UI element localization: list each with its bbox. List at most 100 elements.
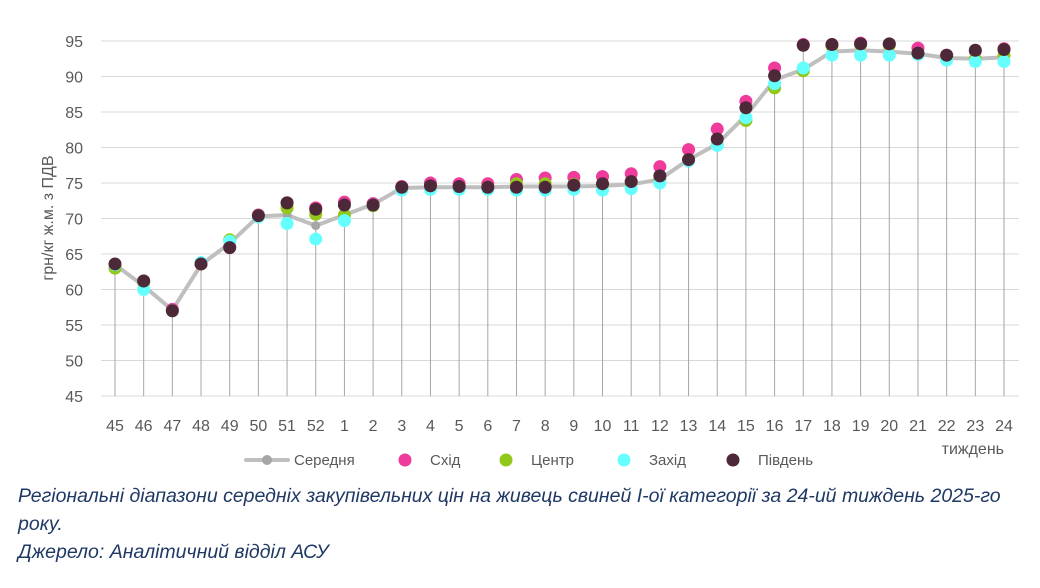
x-tick-label: 45 (106, 418, 124, 435)
y-tick-label: 45 (65, 389, 83, 406)
point-Захід (854, 48, 868, 62)
x-tick-label: 2 (369, 418, 378, 435)
series-line-average (110, 45, 1009, 315)
x-tick-label: 15 (737, 418, 755, 435)
x-tick-label: 49 (221, 418, 239, 435)
series-points (108, 36, 1011, 318)
legend-label: Південь (758, 452, 813, 469)
point-Південь (825, 38, 839, 52)
point-Південь (538, 180, 552, 194)
y-tick-label: 60 (65, 283, 83, 300)
x-tick-label: 7 (512, 418, 521, 435)
x-tick-label: 4 (426, 418, 435, 435)
point-Південь (395, 180, 409, 194)
x-tick-label: 13 (680, 418, 698, 435)
x-tick-label: 48 (192, 418, 210, 435)
point-Південь (481, 180, 495, 194)
x-tick-label: 46 (135, 418, 153, 435)
legend-label: Захід (649, 452, 686, 469)
x-tick-label: 1 (340, 418, 349, 435)
grid-lines (101, 40, 1019, 397)
x-tick-label: 52 (307, 418, 325, 435)
y-tick-label: 90 (65, 70, 83, 87)
x-tick-label: 12 (651, 418, 669, 435)
legend: Середня Схід Центр Захід Південь (244, 452, 813, 469)
caption-text: Регіональні діапазони середніх закупівел… (18, 485, 1001, 535)
x-axis-ticks: 45 46 47 48 49 50 51 52 1 2 3 4 5 6 7 8 9 10 11 12 13 14 15 16 1… (106, 418, 1013, 435)
y-tick-label: 70 (65, 212, 83, 229)
point-Південь (997, 43, 1011, 57)
point-Південь (854, 37, 868, 51)
legend-label: Середня (294, 452, 355, 469)
point-Південь (882, 37, 896, 51)
x-tick-label: 6 (483, 418, 492, 435)
x-tick-label: 16 (766, 418, 784, 435)
point-Південь (223, 241, 237, 255)
point-Схід (682, 143, 696, 157)
point-Південь (108, 257, 122, 271)
point-Південь (165, 304, 179, 318)
y-tick-label: 95 (65, 34, 83, 51)
legend-label: Центр (531, 452, 574, 469)
point-Південь (423, 179, 437, 193)
point-Південь (137, 274, 151, 288)
point-Захід (309, 232, 323, 246)
point-Південь (194, 257, 208, 271)
legend-swatch (726, 453, 740, 467)
point-Захід (997, 55, 1011, 69)
point-Південь (251, 209, 265, 223)
point-Захід (825, 48, 839, 62)
x-tick-label: 47 (163, 418, 181, 435)
legend-swatch (398, 453, 412, 467)
point-Південь (911, 46, 925, 60)
x-tick-label: 23 (966, 418, 984, 435)
point-Схід (653, 160, 667, 174)
average-point (311, 221, 321, 231)
point-Південь (968, 43, 982, 57)
figure-caption: Регіональні діапазони середніх закупівел… (18, 482, 1028, 566)
point-Південь (796, 38, 810, 52)
point-Південь (509, 180, 523, 194)
x-tick-label: 9 (569, 418, 578, 435)
x-tick-label: 50 (249, 418, 267, 435)
x-tick-label: 24 (995, 418, 1013, 435)
point-Захід (337, 214, 351, 228)
y-tick-label: 80 (65, 141, 83, 158)
point-Захід (739, 111, 753, 125)
point-Захід (796, 61, 810, 75)
x-tick-label: 19 (852, 418, 870, 435)
point-Південь (309, 202, 323, 216)
x-tick-label: 11 (623, 418, 640, 435)
x-tick-label: 18 (823, 418, 841, 435)
average-line (113, 48, 1006, 313)
point-Південь (940, 48, 954, 62)
point-Південь (653, 169, 667, 183)
x-tick-label: 8 (541, 418, 550, 435)
x-tick-label: 3 (397, 418, 406, 435)
x-tick-label: 22 (938, 418, 956, 435)
y-tick-label: 65 (65, 247, 83, 264)
drop-lines (114, 43, 1005, 396)
x-tick-label: 21 (909, 418, 927, 435)
point-Південь (567, 178, 581, 192)
y-axis-label: грн/кг ж.м. з ПДВ (40, 155, 57, 280)
point-Захід (882, 48, 896, 62)
point-Південь (739, 101, 753, 115)
y-tick-label: 75 (65, 176, 83, 193)
point-Південь (280, 196, 294, 210)
legend-swatch-dot (262, 455, 272, 465)
point-Захід (280, 216, 294, 230)
y-tick-label: 50 (65, 354, 83, 371)
x-tick-label: 14 (708, 418, 726, 435)
point-Південь (366, 198, 380, 212)
y-tick-label: 85 (65, 105, 83, 122)
point-Південь (452, 180, 466, 194)
caption-source: Джерело: Аналітичний відділ АСУ (18, 541, 329, 563)
point-Південь (768, 69, 782, 83)
point-Південь (624, 175, 638, 189)
point-Захід (968, 55, 982, 69)
point-Південь (682, 153, 696, 167)
x-tick-label: 20 (880, 418, 898, 435)
x-axis-label: тиждень (942, 441, 1004, 458)
